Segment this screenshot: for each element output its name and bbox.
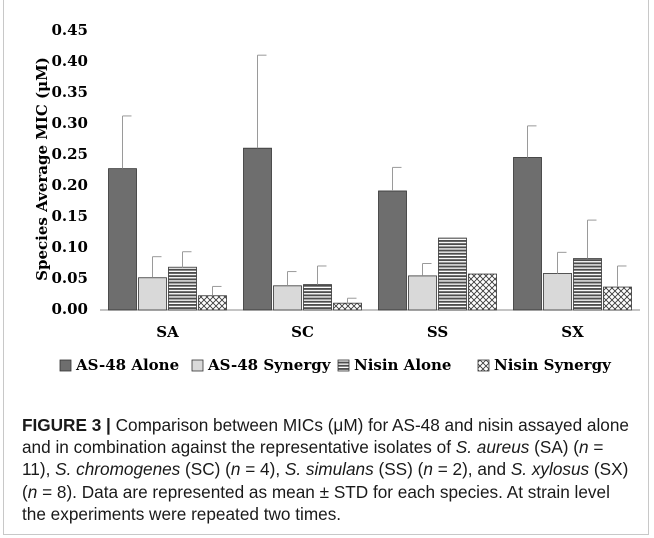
caption-segment: S. aureus bbox=[455, 437, 530, 458]
legend-label: AS-48 Synergy bbox=[207, 356, 332, 374]
legend-swatch bbox=[191, 359, 204, 372]
caption-segment: S. chromogenes bbox=[55, 459, 181, 480]
legend: AS-48 Alone AS-48 Synergy Nisin Alone Nisin… bbox=[59, 356, 612, 374]
bar bbox=[168, 266, 197, 311]
y-tick-label: 0.20 bbox=[51, 176, 88, 194]
caption-segment: (SS) ( bbox=[373, 459, 424, 480]
bar bbox=[438, 237, 467, 311]
bar bbox=[468, 273, 497, 311]
y-tick-label: 0.15 bbox=[51, 207, 88, 225]
y-tick-label: 0.45 bbox=[51, 21, 88, 39]
legend-label: Nisin Alone bbox=[354, 356, 451, 374]
bar bbox=[333, 302, 362, 311]
bar bbox=[573, 258, 602, 311]
legend-label: Nisin Synergy bbox=[494, 356, 612, 374]
legend-swatch bbox=[337, 359, 350, 372]
bars-group bbox=[108, 54, 632, 311]
caption-segment: = 2), and bbox=[432, 459, 511, 480]
caption-segment: n bbox=[27, 481, 38, 502]
bar bbox=[543, 273, 572, 311]
legend-swatch bbox=[477, 359, 490, 372]
x-tick-label: SS bbox=[427, 323, 448, 341]
bar bbox=[303, 284, 332, 311]
bar bbox=[408, 275, 437, 311]
caption-segment: n bbox=[230, 459, 241, 480]
caption-segment: n bbox=[579, 437, 589, 458]
legend-swatch bbox=[59, 359, 72, 372]
caption-segment: = 11), bbox=[22, 437, 604, 480]
caption-segment: = 4), bbox=[240, 459, 285, 480]
y-axis-label: Species Average MIC (μM) bbox=[33, 57, 51, 281]
bar bbox=[378, 190, 407, 311]
caption-figure-label: FIGURE 3 bbox=[22, 415, 102, 435]
y-tick-label: 0.30 bbox=[51, 114, 88, 132]
caption-segment: S. xylosus bbox=[510, 459, 590, 480]
caption-segment: n bbox=[423, 459, 433, 480]
caption-segment: (SC) ( bbox=[180, 459, 231, 480]
y-tick-label: 0.25 bbox=[51, 145, 88, 163]
bar bbox=[243, 147, 272, 311]
y-tick-label: 0.00 bbox=[51, 300, 88, 318]
caption-separator: | bbox=[101, 415, 116, 435]
x-tick-label: SC bbox=[291, 323, 314, 341]
figure-caption: FIGURE 3 | Comparison between MICs (μM) … bbox=[22, 414, 632, 525]
caption-segment: Comparison between MICs (μM) for AS-48 a… bbox=[22, 415, 629, 458]
caption-segment: (SA) ( bbox=[529, 437, 580, 458]
y-tick-label: 0.10 bbox=[51, 238, 88, 256]
bar bbox=[513, 157, 542, 311]
bar bbox=[138, 277, 167, 311]
caption-segment: (SX) ( bbox=[22, 459, 629, 502]
x-axis: SA SC SS SX bbox=[156, 323, 584, 341]
bar-chart: Species Average MIC (μM) 0.00 0.05 0.10 0.1… bbox=[33, 21, 640, 374]
bar bbox=[198, 295, 227, 311]
bar bbox=[603, 286, 632, 311]
bar bbox=[273, 285, 302, 311]
bar bbox=[108, 168, 137, 311]
caption-body: Comparison between MICs (μM) for AS-48 a… bbox=[22, 415, 629, 524]
y-tick-label: 0.35 bbox=[51, 83, 88, 101]
caption-segment: = 8). Data are represented as mean ± STD… bbox=[22, 481, 610, 524]
y-axis: 0.00 0.05 0.10 0.15 0.20 0.25 0.30 0.35 0.40 0.45 bbox=[51, 21, 88, 318]
figure-frame bbox=[3, 0, 649, 535]
caption-segment: S. simulans bbox=[284, 459, 374, 480]
legend-label: AS-48 Alone bbox=[75, 356, 179, 374]
x-tick-label: SX bbox=[561, 323, 584, 341]
y-tick-label: 0.05 bbox=[51, 269, 88, 287]
y-tick-label: 0.40 bbox=[51, 52, 88, 70]
x-tick-label: SA bbox=[156, 323, 179, 341]
